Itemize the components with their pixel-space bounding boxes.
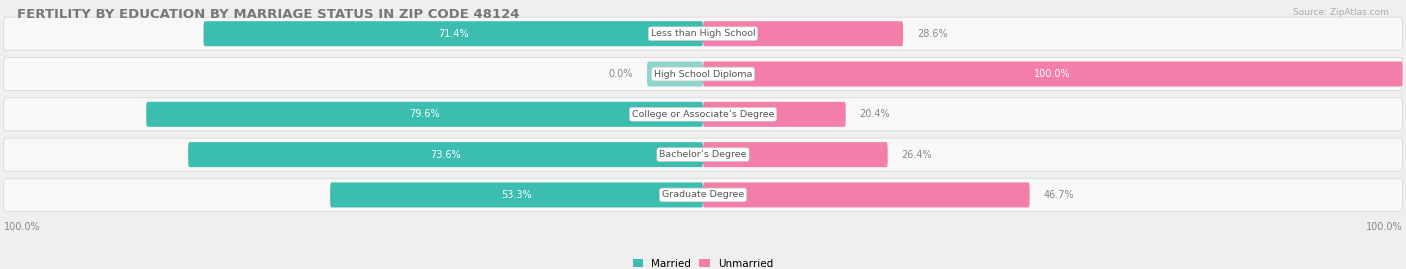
FancyBboxPatch shape	[330, 182, 703, 207]
Text: High School Diploma: High School Diploma	[654, 69, 752, 79]
FancyBboxPatch shape	[146, 102, 703, 127]
FancyBboxPatch shape	[703, 62, 1403, 87]
Text: Graduate Degree: Graduate Degree	[662, 190, 744, 199]
Text: 73.6%: 73.6%	[430, 150, 461, 160]
Text: 100.0%: 100.0%	[1035, 69, 1071, 79]
Text: 100.0%: 100.0%	[1365, 222, 1403, 232]
Text: FERTILITY BY EDUCATION BY MARRIAGE STATUS IN ZIP CODE 48124: FERTILITY BY EDUCATION BY MARRIAGE STATU…	[17, 8, 519, 21]
Text: Source: ZipAtlas.com: Source: ZipAtlas.com	[1294, 8, 1389, 17]
FancyBboxPatch shape	[3, 98, 1403, 131]
FancyBboxPatch shape	[3, 138, 1403, 171]
Text: 79.6%: 79.6%	[409, 109, 440, 119]
Text: 71.4%: 71.4%	[437, 29, 468, 39]
Text: Bachelor’s Degree: Bachelor’s Degree	[659, 150, 747, 159]
Legend: Married, Unmarried: Married, Unmarried	[633, 259, 773, 269]
Text: College or Associate’s Degree: College or Associate’s Degree	[631, 110, 775, 119]
FancyBboxPatch shape	[204, 21, 703, 46]
Text: 26.4%: 26.4%	[901, 150, 932, 160]
Text: 0.0%: 0.0%	[609, 69, 633, 79]
FancyBboxPatch shape	[703, 182, 1029, 207]
Text: 46.7%: 46.7%	[1043, 190, 1074, 200]
FancyBboxPatch shape	[703, 21, 903, 46]
FancyBboxPatch shape	[3, 58, 1403, 91]
FancyBboxPatch shape	[3, 178, 1403, 211]
Text: 100.0%: 100.0%	[3, 222, 41, 232]
Text: 20.4%: 20.4%	[859, 109, 890, 119]
Text: 28.6%: 28.6%	[917, 29, 948, 39]
Text: Less than High School: Less than High School	[651, 29, 755, 38]
Text: 53.3%: 53.3%	[502, 190, 531, 200]
FancyBboxPatch shape	[188, 142, 703, 167]
FancyBboxPatch shape	[703, 142, 887, 167]
FancyBboxPatch shape	[647, 62, 703, 87]
FancyBboxPatch shape	[703, 102, 845, 127]
FancyBboxPatch shape	[3, 17, 1403, 50]
